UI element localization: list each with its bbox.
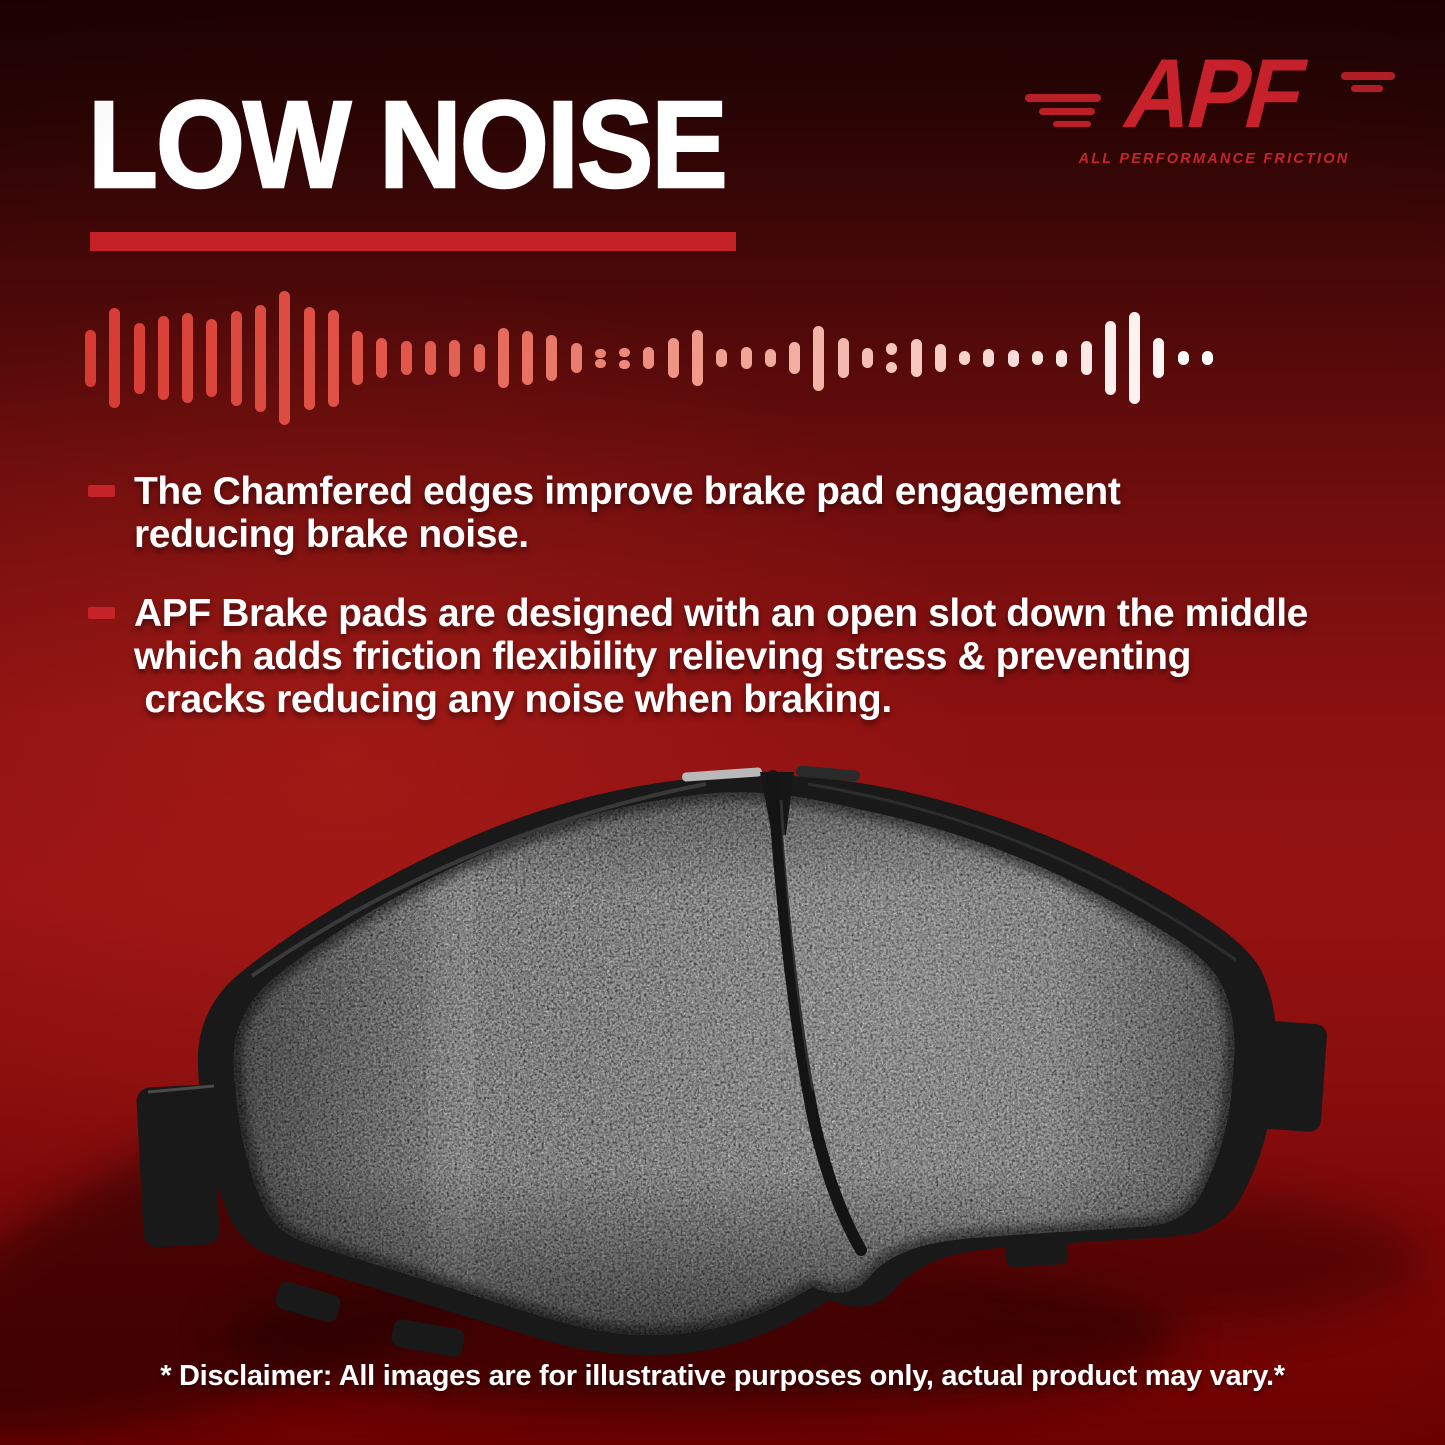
waveform-bar [934,344,946,372]
speed-line-icon [1341,72,1395,80]
waveform-bar [400,341,412,375]
waveform-bar [1080,341,1092,375]
waveform-bar [352,331,364,385]
waveform-bar [497,328,509,388]
speed-line-icon [1351,85,1383,92]
waveform-bar [522,331,534,385]
bullet-dash-icon [88,485,115,497]
waveform-bar [1177,351,1189,365]
metal-clip [682,767,762,782]
waveform-dot [886,343,898,355]
waveform-bar [254,304,266,412]
waveform-bar [1129,312,1141,404]
sound-waveform-icon [85,272,1213,444]
waveform-bar [1031,351,1043,365]
waveform-bar [424,341,436,375]
waveform-bar [910,339,922,377]
waveform-bar [1153,338,1165,378]
waveform-bar [813,325,825,391]
center-slot [767,770,867,1256]
friction-material [233,770,1235,1335]
waveform-bar [886,343,898,373]
bullet-line: cracks reducing any noise when braking. [134,678,892,721]
waveform-bar [619,347,631,369]
backing-rim-highlight [807,782,1237,962]
waveform-bar [230,310,242,406]
bullet-line: The Chamfered edges improve brake pad en… [134,470,1121,513]
waveform-bar [157,316,169,400]
waveform-bar [862,348,873,368]
waveform-bar [959,351,971,365]
speed-line-icon [1053,121,1091,127]
bullet-line: reducing brake noise. [134,513,529,556]
bullet-dash-icon [88,607,115,619]
waveform-bar [206,319,218,397]
waveform-dot [619,347,631,357]
waveform-bar [983,349,995,367]
waveform-dot [886,361,898,373]
waveform-dot [594,358,606,368]
logo-tagline: ALL PERFORMANCE FRICTION [1078,151,1350,167]
waveform-bar [570,343,582,373]
waveform-dot [619,359,631,369]
waveform-bar [1056,349,1068,367]
apf-logo: APF ALL PERFORMANCE FRICTION [1025,38,1395,167]
waveform-bar [182,313,194,403]
logo-brand-text: APF [1114,38,1314,148]
waveform-bar [449,339,461,377]
waveform-bar [1201,351,1213,365]
bullet-line: APF Brake pads are designed with an open… [134,592,1308,635]
waveform-bar [376,338,388,378]
waveform-bar [716,349,728,367]
waveform-bar [303,306,315,410]
waveform-bar [133,322,145,394]
tab-edge-highlight [147,1084,215,1094]
waveform-bar [85,329,96,387]
waveform-bar [546,335,558,381]
speed-line-icon [1025,94,1101,102]
bullet-line: which adds friction flexibility relievin… [134,635,1192,678]
waveform-bar [692,330,704,386]
waveform-bar [764,349,776,367]
slot-highlight [779,799,815,1091]
waveform-bar [1007,349,1019,367]
page-title: LOW NOISE [87,77,729,214]
bullet-item: APF Brake pads are designed with an open… [88,592,1308,721]
bullet-text: The Chamfered edges improve brake pad en… [134,470,1121,556]
waveform-bar [473,344,485,372]
waveform-bar [643,347,655,369]
bullet-text: APF Brake pads are designed with an open… [134,592,1308,721]
waveform-bar [667,338,679,378]
waveform-bar [740,347,752,369]
waveform-bar [279,291,291,425]
title-underline [90,232,736,251]
brake-pad-photo [0,765,1420,1435]
waveform-dot [594,348,606,358]
waveform-bar [594,348,606,368]
bullet-item: The Chamfered edges improve brake pad en… [88,470,1121,556]
waveform-bar [109,308,121,408]
backing-rim-highlight [250,782,707,978]
disclaimer-text: * Disclaimer: All images are for illustr… [160,1360,1285,1392]
speed-line-icon [1039,108,1095,115]
waveform-bar [789,342,801,374]
metal-clip [796,765,860,782]
waveform-bar [327,309,339,407]
waveform-bar [1104,321,1116,395]
waveform-bar [837,338,849,378]
